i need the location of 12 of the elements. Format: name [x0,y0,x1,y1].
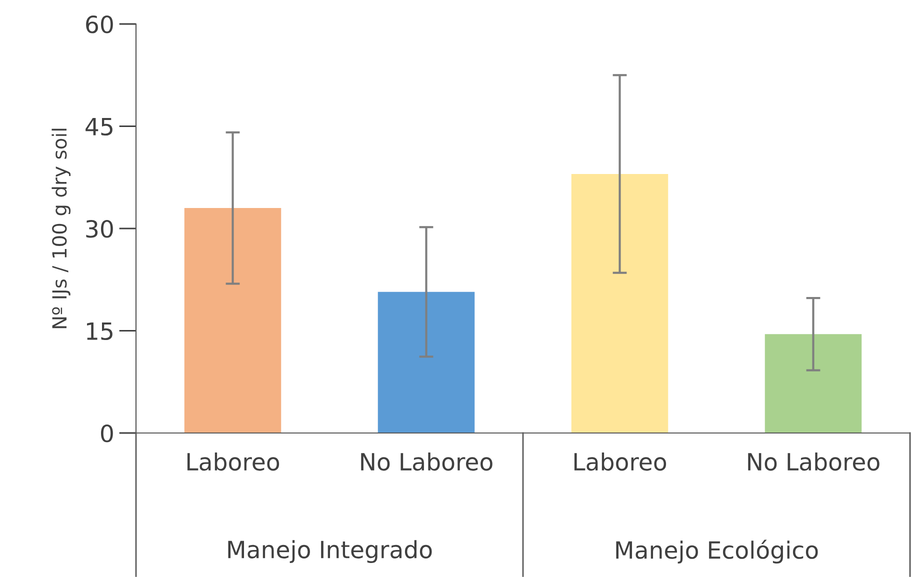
y-tick-label: 0 [101,424,113,442]
y-tick-label: 15 [87,322,112,340]
y-axis-title: Nº IJs / 100 g dry soil [52,128,71,328]
y-tick-label: 60 [86,15,113,34]
x-tick-label: No Laboreo [361,452,492,471]
y-tick-label: 30 [86,220,113,238]
x-tick-label: No Laboreo [748,452,880,471]
text: Manejo Ecológico [616,540,818,564]
x-tick-label: Laboreo [574,452,666,471]
text: Manejo Integrado [228,540,432,564]
x-tick-label: Laboreo [187,452,280,471]
y-tick-label: 45 [86,118,112,136]
